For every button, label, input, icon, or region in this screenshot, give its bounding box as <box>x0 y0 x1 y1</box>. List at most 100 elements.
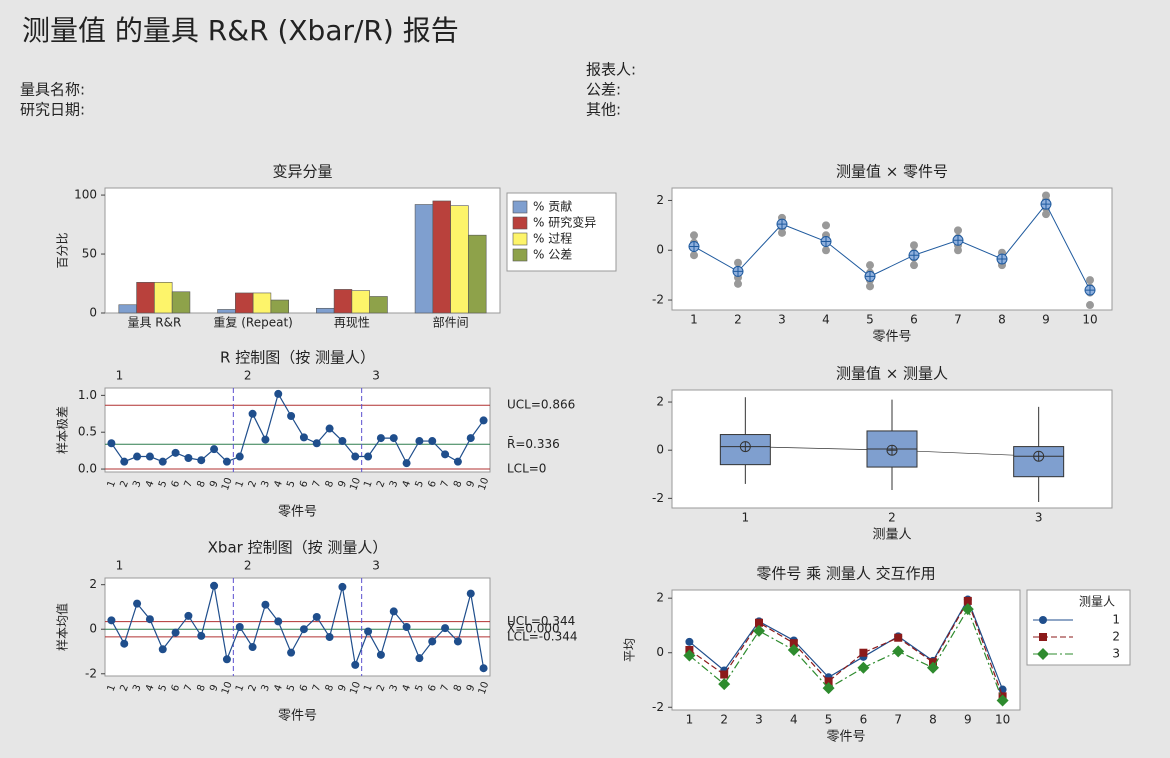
field: 其他: <box>586 101 621 119</box>
marker <box>822 682 835 695</box>
x-tick-label: 6 <box>426 683 439 693</box>
marker <box>466 434 475 443</box>
bar <box>450 205 469 314</box>
control-limit-label: LCL=-0.344 <box>507 629 578 643</box>
marker <box>338 582 347 591</box>
y-tick-label: -2 <box>652 293 664 307</box>
marker <box>184 611 193 620</box>
x-tick-label: 2 <box>734 313 742 327</box>
marker <box>683 649 696 662</box>
marker <box>789 639 798 648</box>
y-tick-label: 0 <box>89 306 97 320</box>
x-tick-label: 6 <box>910 313 918 327</box>
mean-cross <box>865 271 875 282</box>
bar <box>468 234 487 314</box>
mean-cross <box>953 235 963 246</box>
marker <box>248 409 257 418</box>
x-tick-label: 8 <box>929 713 937 727</box>
marker <box>171 448 180 457</box>
data-point <box>690 231 698 240</box>
x-tick-label: 8 <box>324 479 337 489</box>
mean-cross <box>689 241 699 252</box>
mean-cross <box>997 253 1007 264</box>
chart-title: Xbar 控制图（按 测量人） <box>208 539 388 557</box>
y-tick-label: 0 <box>656 243 664 257</box>
legend-swatch <box>512 232 528 246</box>
group-label: 2 <box>244 369 252 383</box>
marker <box>720 670 729 679</box>
chart-title: 变异分量 <box>272 163 332 181</box>
legend-label: 3 <box>1112 647 1120 661</box>
data-point <box>1042 210 1050 219</box>
data-point <box>734 258 742 267</box>
x-tick-label: 10 <box>220 476 235 492</box>
x-tick-label: 3 <box>260 479 273 489</box>
marker <box>235 623 244 631</box>
marker <box>859 648 868 657</box>
marker <box>441 624 450 633</box>
data-point <box>1086 301 1094 310</box>
mean-cross <box>1085 285 1095 296</box>
legend-label: 1 <box>1112 613 1120 627</box>
x-axis-label: 零件号 <box>278 505 317 520</box>
marker <box>453 457 462 466</box>
bar <box>154 282 173 314</box>
bar <box>432 200 451 314</box>
y-tick-label: -2 <box>652 700 664 714</box>
marker <box>415 437 424 446</box>
x-tick-label: 3 <box>131 683 144 693</box>
marker <box>197 456 206 465</box>
data-point <box>690 251 698 260</box>
x-tick-label: 7 <box>311 479 324 489</box>
marker <box>894 633 903 642</box>
marker <box>325 633 334 642</box>
marker <box>961 603 974 616</box>
marker <box>351 660 360 669</box>
marker <box>415 654 424 663</box>
x-tick-label: 7 <box>311 683 324 693</box>
marker <box>685 637 694 646</box>
x-tick-label: 9 <box>337 683 350 693</box>
marker <box>210 581 219 590</box>
x-tick-label: 6 <box>298 683 311 693</box>
x-tick-label: 7 <box>439 683 452 693</box>
y-tick-label: 100 <box>74 188 97 202</box>
x-tick-label: 1 <box>106 683 119 693</box>
marker <box>453 637 462 646</box>
x-tick-label: 10 <box>348 680 363 696</box>
mean-cross <box>740 441 751 452</box>
marker <box>287 648 296 657</box>
x-tick-label: 8 <box>998 313 1006 327</box>
bar <box>217 309 236 314</box>
legend-swatch <box>512 200 528 214</box>
x-tick-label: 2 <box>247 683 260 693</box>
marker <box>824 677 833 686</box>
x-tick-label: 2 <box>375 479 388 489</box>
x-tick-label: 1 <box>690 313 698 327</box>
mean-cross <box>821 236 831 247</box>
x-tick-label: 6 <box>170 683 183 693</box>
x-tick-label: 6 <box>426 479 439 489</box>
y-tick-label: -2 <box>652 491 664 505</box>
marker <box>389 434 398 443</box>
bar <box>171 291 191 314</box>
marker <box>210 445 219 454</box>
control-limit-label: X̄=0.000 <box>507 622 560 636</box>
marker <box>428 437 437 446</box>
x-tick-label: 9 <box>964 713 972 727</box>
x-tick-label: 10 <box>1082 313 1097 327</box>
legend-swatch <box>512 216 528 230</box>
group-label: 2 <box>244 559 252 573</box>
x-tick-label: 部件间 <box>433 315 469 330</box>
marker <box>158 457 167 466</box>
marker <box>428 637 437 646</box>
data-point <box>734 279 742 288</box>
marker <box>107 616 116 625</box>
x-tick-label: 2 <box>247 479 260 489</box>
legend-swatch <box>512 248 528 262</box>
marker <box>120 457 129 466</box>
data-point <box>778 228 786 237</box>
marker <box>274 389 283 398</box>
x-tick-label: 再现性 <box>334 316 370 330</box>
